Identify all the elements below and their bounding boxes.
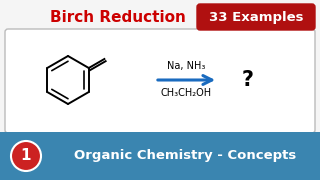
Bar	[0, 132, 320, 180]
Text: 33 Examples: 33 Examples	[209, 10, 303, 24]
Text: 1: 1	[21, 148, 31, 163]
FancyBboxPatch shape	[197, 4, 315, 30]
Text: CH₃CH₂OH: CH₃CH₂OH	[160, 88, 212, 98]
FancyBboxPatch shape	[5, 29, 315, 133]
Text: Organic Chemistry - Concepts: Organic Chemistry - Concepts	[74, 150, 296, 163]
Text: ?: ?	[242, 70, 254, 90]
Circle shape	[11, 141, 41, 171]
Text: Na, NH₃: Na, NH₃	[167, 61, 205, 71]
Text: Birch Reduction: Birch Reduction	[50, 10, 186, 24]
